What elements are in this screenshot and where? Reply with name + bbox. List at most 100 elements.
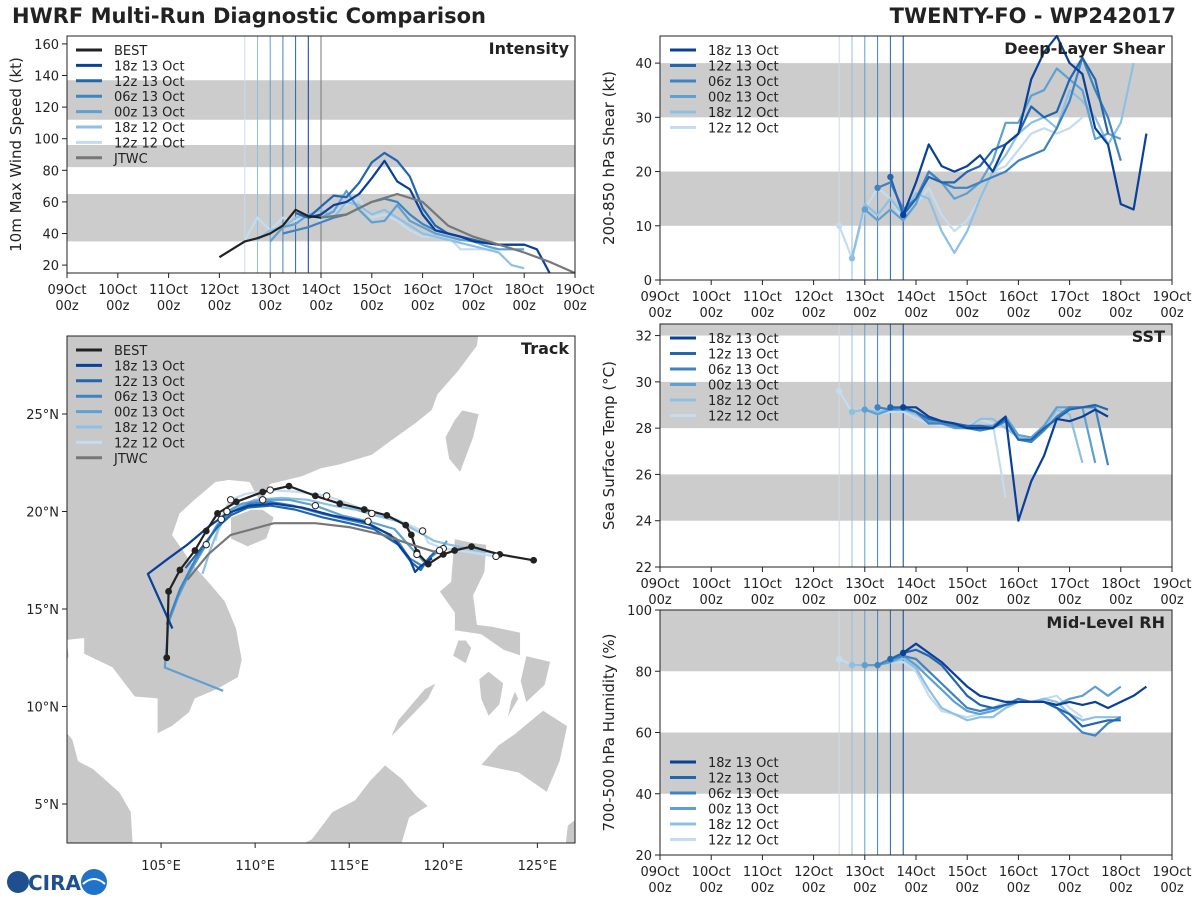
shear-legend-label-06z-13-oct: 06z 13 Oct — [708, 75, 779, 90]
track-ytick-label: 10°N — [26, 701, 59, 716]
track-best-point — [165, 588, 173, 595]
sst-legend-label-12z-13-oct: 12z 13 Oct — [708, 348, 779, 363]
intensity-legend-label-jtwc: JTWC — [113, 152, 148, 167]
rh-xtick-date: 12Oct — [794, 865, 833, 880]
shear-legend-label-18z-13-oct: 18z 13 Oct — [708, 44, 779, 59]
asia-mainland-shape — [67, 336, 482, 735]
shear-ytick-label: 10 — [635, 220, 652, 235]
rh-xtick-hour: 00z — [648, 881, 672, 896]
track-open-point — [492, 552, 500, 561]
sst-xtick-date: 12Oct — [794, 577, 833, 592]
rh-xtick-date: 18Oct — [1101, 865, 1140, 880]
intensity-panel-title: Intensity — [489, 39, 570, 58]
track-ytick-label: 20°N — [26, 506, 59, 521]
shear-start-point-18z-13-oct — [900, 211, 907, 219]
intensity-xtick-date: 17Oct — [454, 283, 493, 298]
rh-series-18z-12-oct — [852, 657, 1121, 722]
track-legend-label-18z-12-oct: 18z 12 Oct — [114, 421, 185, 436]
sst-xtick-date: 19Oct — [1152, 577, 1191, 592]
track-open-point — [311, 501, 320, 510]
shear-legend-label-12z-12-oct: 12z 12 Oct — [708, 122, 779, 137]
rh-xtick-hour: 00z — [802, 881, 826, 896]
intensity-legend-label-06z-13-oct: 06z 13 Oct — [114, 90, 185, 105]
shear-xtick-date: 15Oct — [948, 290, 987, 305]
rh-xtick-hour: 00z — [751, 881, 775, 896]
sst-legend-label-12z-12-oct: 12z 12 Oct — [708, 410, 779, 425]
track-best-point — [191, 547, 199, 554]
chart-track: 105°E 110°E 115°E 120°E 125°E 5°N 10°N 15°N 20°N… — [26, 335, 576, 874]
intensity-xtick-date: 14Oct — [301, 283, 340, 298]
track-map-area — [67, 336, 575, 843]
intensity-ytick-label: 20 — [42, 259, 59, 274]
shear-xtick-hour: 00z — [1058, 306, 1082, 321]
track-series-18z-13-oct — [146, 502, 433, 629]
taiwan-shape — [444, 409, 480, 474]
shear-xtick-date: 17Oct — [1050, 290, 1089, 305]
rh-legend-label-12z-12-oct: 12z 12 Oct — [708, 834, 779, 849]
shear-xtick-hour: 00z — [853, 306, 877, 321]
track-xtick-label: 125°E — [518, 859, 558, 874]
sst-xtick-date: 14Oct — [896, 577, 935, 592]
intensity-ytick-label: 60 — [42, 196, 59, 211]
track-best-point — [424, 560, 432, 568]
sst-xtick-hour: 00z — [1160, 593, 1184, 608]
chart-shear: 01020304009Oct00z10Oct00z11Oct00z12Oct00… — [600, 34, 1192, 321]
shear-xtick-date: 16Oct — [999, 290, 1038, 305]
rh-xtick-hour: 00z — [853, 881, 877, 896]
rh-xtick-date: 13Oct — [845, 865, 884, 880]
track-best-point — [383, 512, 391, 519]
sst-legend-label-18z-12-oct: 18z 12 Oct — [708, 394, 779, 409]
rh-legend-label-18z-13-oct: 18z 13 Oct — [708, 756, 779, 771]
rh-legend-label-12z-13-oct: 12z 13 Oct — [708, 772, 779, 787]
rh-xtick-hour: 00z — [956, 881, 980, 896]
intensity-ytick-label: 160 — [34, 38, 59, 53]
rh-ytick-label: 40 — [635, 788, 652, 803]
sst-xtick-hour: 00z — [853, 593, 877, 608]
shear-series-18z-13-oct — [902, 34, 1148, 216]
panay-negros-shape — [478, 671, 504, 717]
track-series-12z-12-oct — [214, 488, 497, 558]
intensity-xtick-date: 18Oct — [505, 283, 544, 298]
sst-band-1 — [660, 381, 1172, 429]
track-xtick-label: 120°E — [424, 859, 464, 874]
sst-xtick-date: 13Oct — [845, 577, 884, 592]
palawan-shape — [390, 682, 437, 738]
rh-legend-label-18z-12-oct: 18z 12 Oct — [708, 818, 779, 833]
shear-xtick-hour: 00z — [956, 306, 980, 321]
track-open-point — [202, 540, 210, 549]
rh-ytick-label: 100 — [627, 604, 652, 619]
shear-start-point-12z-13-oct — [887, 173, 894, 181]
shear-legend-label-00z-13-oct: 00z 13 Oct — [708, 91, 779, 106]
rh-xtick-hour: 00z — [1160, 881, 1184, 896]
track-open-point — [364, 517, 372, 525]
shear-series-12z-13-oct — [889, 56, 1110, 216]
track-open-point — [223, 507, 231, 516]
track-best-point — [407, 531, 415, 539]
sst-xtick-hour: 00z — [956, 593, 980, 608]
shear-xtick-hour: 00z — [1007, 306, 1031, 321]
sst-band-2 — [660, 324, 1172, 336]
shear-xtick-date: 14Oct — [896, 290, 935, 305]
track-series-best — [165, 485, 534, 658]
track-best-point — [402, 521, 410, 529]
sst-start-point-06z-13-oct — [874, 404, 881, 411]
track-best-point — [163, 654, 171, 662]
track-legend-label-12z-13-oct: 12z 13 Oct — [114, 375, 185, 390]
track-best-point — [259, 488, 267, 496]
track-xtick-label: 105°E — [141, 859, 181, 874]
track-series-12z-13-oct — [184, 504, 437, 572]
intensity-xtick-hour: 00z — [462, 299, 486, 314]
shear-xtick-hour: 00z — [700, 306, 724, 321]
track-legend-label-00z-13-oct: 00z 13 Oct — [114, 406, 185, 421]
track-ytick-label: 5°N — [35, 798, 60, 813]
malay-peninsula-shape — [67, 640, 134, 843]
intensity-ytick-label: 120 — [34, 101, 59, 116]
shear-legend-label-18z-12-oct: 18z 12 Oct — [708, 106, 779, 121]
rh-legend-label-00z-13-oct: 00z 13 Oct — [708, 803, 779, 818]
rh-band-1 — [660, 610, 1172, 672]
rh-xtick-date: 10Oct — [692, 865, 731, 880]
rh-start-point-12z-13-oct — [887, 655, 894, 663]
rh-start-point-12z-12-oct — [836, 655, 843, 663]
sst-xtick-hour: 00z — [1109, 593, 1133, 608]
